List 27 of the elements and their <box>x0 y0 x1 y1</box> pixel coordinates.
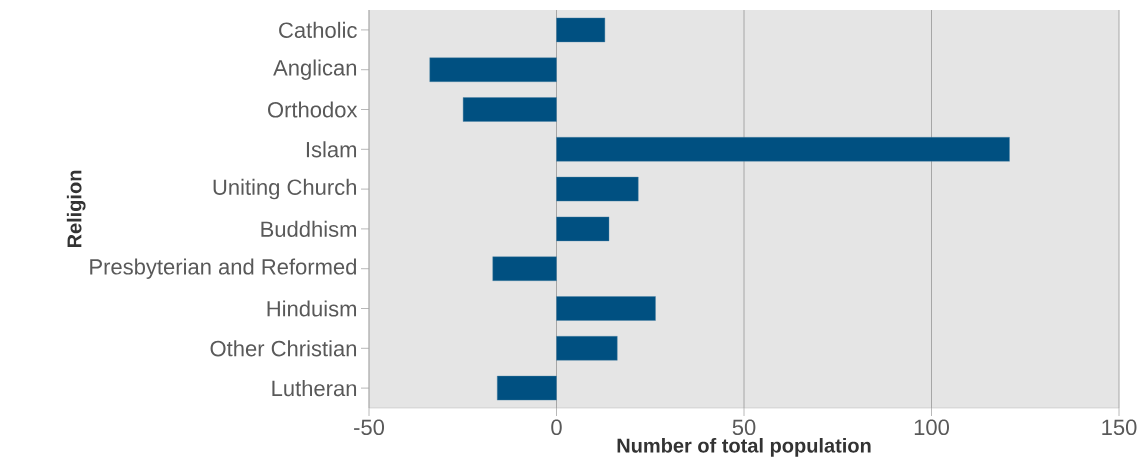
y-tick-label: Buddhism <box>261 220 356 237</box>
x-axis-title: Number of total population <box>617 437 871 457</box>
bar <box>556 216 610 242</box>
y-tick-label: Presbyterian and Reformed <box>90 258 356 279</box>
y-axis-title: Religion <box>66 170 86 248</box>
y-tick-label: Catholic <box>279 21 357 38</box>
bar <box>429 57 557 82</box>
y-tick-label: Anglican <box>273 59 357 80</box>
x-tick-label: 150 <box>1102 419 1137 436</box>
y-tick-label: Hinduism <box>267 300 356 317</box>
bar <box>556 336 618 361</box>
bar <box>556 176 639 202</box>
y-tick-label: Uniting Church <box>213 178 356 200</box>
bar <box>556 137 1010 162</box>
x-tick-label: -50 <box>354 419 385 436</box>
y-tick-label: Other Christian <box>210 340 356 357</box>
bar <box>497 375 557 401</box>
x-tick-label: 100 <box>914 419 949 436</box>
bar <box>556 296 656 321</box>
bar <box>462 97 557 122</box>
y-tick-label: Lutheran <box>272 380 357 397</box>
bar <box>492 256 557 281</box>
y-tick-label: Orthodox <box>268 101 358 118</box>
bar <box>556 17 606 43</box>
x-tick-label: 0 <box>551 419 562 436</box>
y-tick-label: Islam <box>306 141 357 158</box>
x-tick-label: 50 <box>732 419 756 436</box>
